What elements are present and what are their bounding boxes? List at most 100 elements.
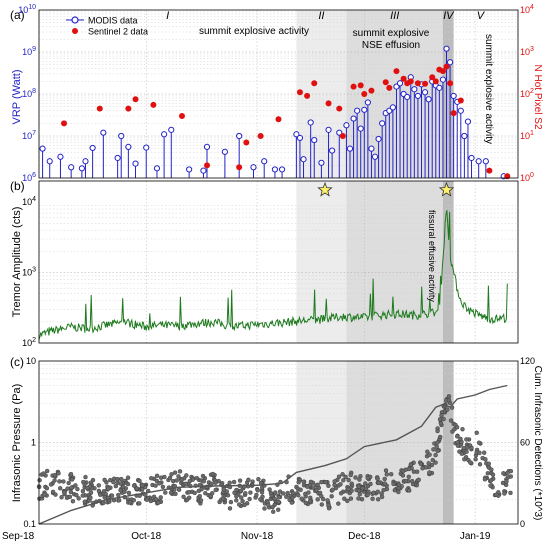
infrasonic-point-618 <box>438 434 443 440</box>
modis-stems <box>42 48 505 178</box>
panel-a-ytick-1: 107 <box>22 130 36 141</box>
infrasonic-point-88 <box>406 474 411 479</box>
infrasonic-point-543 <box>192 490 197 496</box>
modis-point-31 <box>325 126 332 133</box>
infrasonic-point-261 <box>268 490 274 496</box>
infrasonic-point-278 <box>477 462 483 467</box>
infrasonic-point-136 <box>172 470 178 475</box>
infrasonic-point-490 <box>435 428 440 434</box>
panel-b-ylabel: Tremor Amplitude (cts) <box>11 207 23 318</box>
infrasonic-point-496 <box>314 487 319 493</box>
modis-point-17 <box>200 167 207 174</box>
infrasonic-point-230 <box>482 450 487 455</box>
sentinel-point-23 <box>393 68 400 75</box>
panel-b-ytick-0: 102 <box>22 337 36 348</box>
infrasonic-point-464 <box>116 498 122 503</box>
panel-c-left-ticks: 0.1 1 10 <box>23 356 36 529</box>
modis-point-0 <box>39 145 46 152</box>
panel-b-ytick-2: 104 <box>22 196 36 207</box>
infrasonic-point-297 <box>76 496 81 501</box>
infrasonic-point-594 <box>317 490 323 496</box>
panel-b-label: (b) <box>10 179 25 193</box>
infrasonic-point-530 <box>276 495 281 500</box>
modis-point-4 <box>78 165 85 172</box>
panel-a-ytick-right-4: 104 <box>520 4 534 15</box>
infrasonic-point-427 <box>375 476 380 481</box>
sentinel-points <box>61 63 511 180</box>
infrasonic-point-587 <box>400 469 406 474</box>
sentinel-point-24 <box>400 75 407 82</box>
sentinel-point-10 <box>275 116 282 123</box>
infrasonic-point-218 <box>234 498 239 503</box>
infrasonic-point-545 <box>137 478 142 484</box>
infrasonic-point-414 <box>125 475 131 480</box>
modis-point-18 <box>203 143 211 151</box>
infrasonic-point-29 <box>37 478 42 483</box>
panel-a-ylabel: VRP (Watt) <box>11 69 23 124</box>
modis-point-8 <box>114 154 121 162</box>
infrasonic-point-439 <box>396 489 401 495</box>
modis-point-66 <box>457 107 464 114</box>
infrasonic-point-502 <box>392 488 397 493</box>
infrasonic-point-36 <box>59 495 64 500</box>
infrasonic-point-411 <box>486 461 491 466</box>
infrasonic-point-471 <box>106 486 111 491</box>
infrasonic-point-662 <box>454 425 460 430</box>
modis-point-61 <box>439 76 447 83</box>
infrasonic-point-397 <box>90 477 96 483</box>
infrasonic-point-535 <box>61 490 67 495</box>
infrasonic-point-687 <box>468 460 473 465</box>
modis-point-27 <box>300 156 307 163</box>
modis-point-3 <box>68 164 75 171</box>
modis-point-22 <box>261 158 268 165</box>
modis-point-38 <box>357 125 364 132</box>
infrasonic-point-517 <box>469 445 474 451</box>
infrasonic-point-653 <box>48 482 54 487</box>
infrasonic-point-445 <box>379 494 385 500</box>
infrasonic-point-305 <box>365 475 370 481</box>
modis-point-47 <box>389 104 396 111</box>
infrasonic-point-466 <box>348 472 353 478</box>
infrasonic-point-438 <box>434 444 439 449</box>
panel-c-ytick-right-1: 60 <box>520 438 530 448</box>
infrasonic-point-299 <box>425 449 430 454</box>
panel-a-label: (a) <box>10 8 25 22</box>
infrasonic-point-342 <box>303 500 309 506</box>
infrasonic-point-25 <box>240 499 245 504</box>
panel-c-right-ticks: 0 60 120 <box>520 356 535 529</box>
infrasonic-point-692 <box>494 492 499 497</box>
infrasonic-point-436 <box>236 502 242 507</box>
infrasonic-point-536 <box>181 494 186 499</box>
infrasonic-point-629 <box>483 457 488 462</box>
sentinel-point-2 <box>125 105 132 112</box>
infrasonic-point-396 <box>489 467 494 472</box>
modis-point-69 <box>468 154 475 162</box>
x-tick-label-1: Oct-18 <box>131 531 161 542</box>
panel-a-ytick-0: 106 <box>22 172 36 183</box>
panel-c-ytick-right-0: 0 <box>520 519 525 529</box>
infrasonic-point-570 <box>435 448 440 454</box>
panel-a-ytick-2: 108 <box>22 88 36 99</box>
infrasonic-point-504 <box>332 479 337 484</box>
phase-label-II: II <box>318 10 324 22</box>
infrasonic-point-698 <box>368 481 373 487</box>
infrasonic-point-449 <box>108 477 113 483</box>
modis-point-21 <box>250 164 257 171</box>
panel-c: (c) 0.1 1 10 0 60 120 Infrasonic Pressure (P… <box>10 355 543 529</box>
infrasonic-point-338 <box>321 496 326 502</box>
infrasonic-point-648 <box>126 490 132 496</box>
infrasonic-point-560 <box>179 477 185 482</box>
infrasonic-point-357 <box>365 492 370 497</box>
panel-a-ytick-3: 109 <box>22 46 36 57</box>
infrasonic-point-598 <box>461 445 466 451</box>
infrasonic-point-129 <box>158 495 163 500</box>
infrasonic-point-540 <box>153 497 159 502</box>
phase-band-III-c <box>346 361 443 524</box>
infrasonic-point-590 <box>88 490 94 495</box>
infrasonic-point-409 <box>353 475 358 480</box>
modis-point-14 <box>161 131 168 138</box>
panel-a-left-ticks: 106 107 108 109 1010 <box>18 4 36 183</box>
infrasonic-point-485 <box>341 478 346 483</box>
infrasonic-point-656 <box>111 479 116 485</box>
